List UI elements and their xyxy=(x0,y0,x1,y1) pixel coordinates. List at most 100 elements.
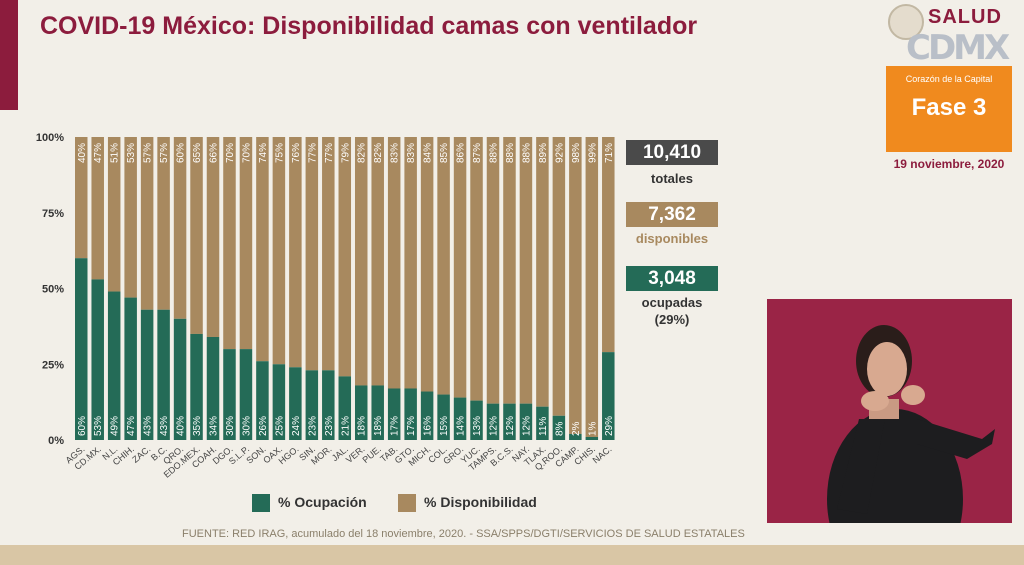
data-label-availability: 92% xyxy=(554,143,565,163)
occupied-beds-label: ocupadas xyxy=(641,295,703,310)
bar-availability xyxy=(486,137,500,404)
data-label-occupancy: 30% xyxy=(241,416,252,436)
bar-availability xyxy=(420,137,434,392)
data-label-availability: 77% xyxy=(307,143,318,163)
data-label-availability: 57% xyxy=(159,143,170,163)
eagle-emblem-icon xyxy=(888,4,924,40)
bar-occupancy xyxy=(486,403,500,440)
bar-availability xyxy=(173,137,187,319)
data-label-occupancy: 29% xyxy=(604,416,615,436)
data-label-availability: 65% xyxy=(192,143,203,163)
data-label-availability: 86% xyxy=(456,143,467,163)
y-tick-label: 25% xyxy=(42,359,64,371)
bar-availability xyxy=(239,137,253,350)
bar-occupancy xyxy=(190,333,203,440)
data-label-occupancy: 11% xyxy=(538,417,549,436)
bar-occupancy xyxy=(404,388,417,440)
bar-occupancy xyxy=(91,279,104,440)
bar-occupancy xyxy=(470,400,483,440)
bar-occupancy xyxy=(206,336,220,440)
bar-availability xyxy=(140,137,154,310)
page-title: COVID-19 México: Disponibilidad camas co… xyxy=(40,12,698,40)
data-label-availability: 71% xyxy=(604,143,615,163)
data-label-occupancy: 23% xyxy=(307,416,318,436)
data-label-occupancy: 35% xyxy=(192,416,203,436)
bar-occupancy xyxy=(223,349,236,440)
bar-occupancy xyxy=(157,309,170,440)
bar-availability xyxy=(404,137,417,389)
bar-availability xyxy=(190,137,203,334)
report-date: 19 noviembre, 2020 xyxy=(893,157,1005,171)
bar-occupancy xyxy=(503,403,516,440)
x-tick-label: NAC. xyxy=(591,444,614,465)
bar-availability xyxy=(206,137,220,337)
bar-occupancy xyxy=(569,433,582,440)
legend-availability: % Disponibilidad xyxy=(398,494,537,513)
data-label-occupancy: 1% xyxy=(587,421,598,436)
bar-occupancy xyxy=(387,388,401,440)
data-label-availability: 85% xyxy=(439,143,450,163)
bar-availability xyxy=(272,137,286,365)
data-label-availability: 57% xyxy=(143,143,154,163)
bottom-band xyxy=(0,545,1024,565)
bar-occupancy xyxy=(256,361,269,440)
bar-occupancy xyxy=(585,436,599,440)
bar-availability xyxy=(453,137,467,398)
data-label-occupancy: 15% xyxy=(439,416,450,436)
data-label-availability: 89% xyxy=(538,143,549,163)
bar-occupancy xyxy=(75,258,88,440)
y-tick-label: 50% xyxy=(42,284,64,296)
data-label-availability: 66% xyxy=(209,143,220,163)
data-label-occupancy: 47% xyxy=(126,416,137,436)
data-label-occupancy: 14% xyxy=(456,416,467,436)
data-label-occupancy: 53% xyxy=(93,416,104,436)
data-label-availability: 70% xyxy=(225,143,236,163)
y-tick-label: 75% xyxy=(42,208,64,220)
data-label-occupancy: 21% xyxy=(340,416,351,436)
bar-occupancy xyxy=(371,385,384,440)
data-label-availability: 82% xyxy=(373,143,384,163)
bar-occupancy xyxy=(239,349,253,440)
bar-occupancy xyxy=(107,291,121,440)
data-label-availability: 99% xyxy=(587,143,598,163)
bar-availability xyxy=(585,137,599,437)
bar-availability xyxy=(289,137,302,368)
data-label-occupancy: 17% xyxy=(390,416,401,436)
legend-occupancy: % Ocupación xyxy=(252,494,367,513)
fase-subtitle: Corazón de la Capital xyxy=(905,74,993,84)
bar-availability xyxy=(569,137,582,434)
bar-availability xyxy=(256,137,269,362)
available-beds-value: 7,362 xyxy=(626,202,718,227)
data-label-availability: 84% xyxy=(423,143,434,163)
total-beds-value: 10,410 xyxy=(626,140,718,165)
data-label-availability: 74% xyxy=(258,143,269,163)
y-tick-label: 100% xyxy=(36,132,64,144)
data-label-availability: 88% xyxy=(505,143,516,163)
data-label-occupancy: 17% xyxy=(406,416,417,436)
data-label-occupancy: 2% xyxy=(571,421,582,436)
data-label-availability: 60% xyxy=(176,143,187,163)
legend-swatch-occupancy xyxy=(252,494,270,513)
bar-availability xyxy=(387,137,401,389)
bar-occupancy xyxy=(536,406,549,440)
bar-availability xyxy=(75,137,88,259)
bar-availability xyxy=(124,137,137,298)
total-beds-label: totales xyxy=(651,171,693,186)
bar-availability xyxy=(107,137,121,292)
source-note: FUENTE: RED IRAG, acumulado del 18 novie… xyxy=(182,528,745,540)
occupied-beds-pct: (29%) xyxy=(654,312,690,327)
bar-availability xyxy=(437,137,450,395)
bar-occupancy xyxy=(354,385,368,440)
sign-language-video xyxy=(767,299,1012,523)
bar-occupancy xyxy=(322,370,335,440)
bar-occupancy xyxy=(437,394,450,440)
fase-label: Fase 3 xyxy=(911,94,987,121)
bar-availability xyxy=(536,137,549,407)
data-label-availability: 83% xyxy=(390,143,401,163)
data-label-occupancy: 60% xyxy=(77,416,88,436)
bar-availability xyxy=(157,137,170,310)
bar-availability xyxy=(602,137,615,353)
y-tick-label: 0% xyxy=(48,435,64,447)
data-label-occupancy: 16% xyxy=(423,416,434,436)
